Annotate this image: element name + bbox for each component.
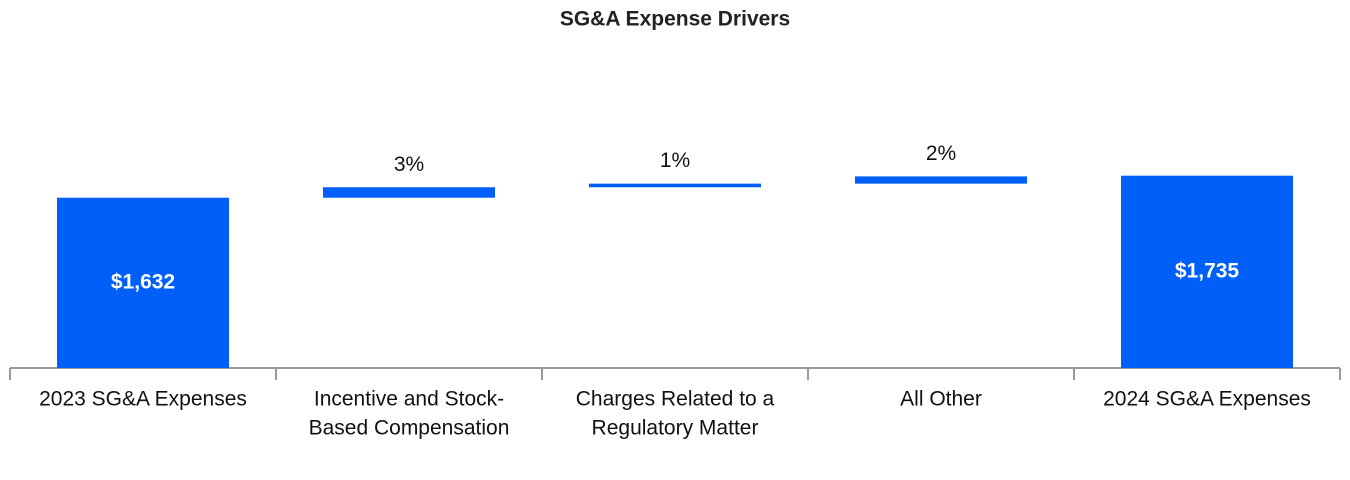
change-bar [323, 187, 495, 198]
x-tick-label: 2024 SG&A Expenses [1103, 388, 1311, 411]
data-label: 3% [394, 153, 424, 176]
data-label: $1,735 [1175, 259, 1240, 282]
x-tick-label: Charges Related to a [576, 388, 775, 411]
total-bar [57, 197, 229, 368]
x-tick-label: All Other [900, 388, 982, 411]
x-tick-label: 2023 SG&A Expenses [39, 388, 247, 411]
data-label: $1,632 [111, 270, 175, 293]
total-bar [1121, 175, 1293, 368]
data-label: 1% [660, 149, 690, 172]
x-tick-label: Incentive and Stock- [314, 388, 504, 411]
data-label: 2% [926, 142, 956, 165]
x-tick-label: Based Compensation [309, 417, 510, 440]
change-bar [855, 176, 1027, 184]
chart-title: SG&A Expense Drivers [560, 8, 790, 31]
change-bar [589, 183, 761, 188]
x-tick-label: Regulatory Matter [592, 417, 759, 440]
